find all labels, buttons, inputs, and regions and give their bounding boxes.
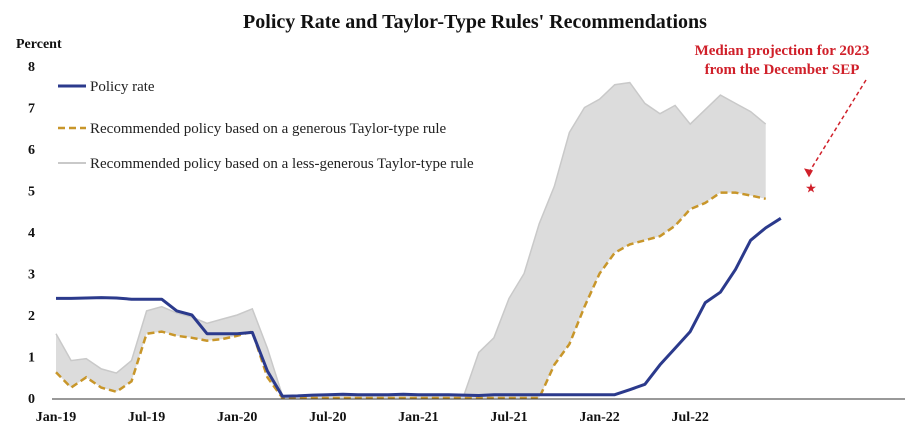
ticks-layer: 0 1 2 3 4 5 6 7 8 Jan-19 Jul-19 Jan-20 Jul-20 Jan-21 J… <box>28 60 709 425</box>
annotation-arrowhead <box>804 168 813 178</box>
annotation-line-1: Median projection for 2023 <box>695 43 870 59</box>
y-tick-label: 6 <box>28 143 35 158</box>
x-tick-label: Jul-19 <box>128 410 165 425</box>
annotation-arrow <box>808 79 867 173</box>
y-tick-label: 8 <box>28 60 35 75</box>
x-tick-label: Jul-22 <box>672 410 709 425</box>
series-line-policy-rate <box>56 217 782 398</box>
legend-label: Policy rate <box>90 79 155 95</box>
lines-layer <box>55 191 782 400</box>
x-tick-label: Jul-20 <box>309 410 346 425</box>
y-tick-label: 4 <box>28 226 35 241</box>
series-line-generous <box>55 191 766 400</box>
y-tick-label: 3 <box>28 268 35 283</box>
x-tick-label: Jul-21 <box>490 410 527 425</box>
annotation-layer: ★ <box>804 79 867 195</box>
sep-projection-star: ★ <box>805 180 817 195</box>
legend-label: Recommended policy based on a generous T… <box>90 121 447 137</box>
annotation-line-2: from the December SEP <box>705 62 860 78</box>
y-tick-label: 7 <box>28 102 35 117</box>
x-tick-label: Jan-21 <box>398 410 438 425</box>
x-tick-label: Jan-22 <box>579 410 619 425</box>
less-generous-band <box>56 82 766 398</box>
chart-title: Policy Rate and Taylor-Type Rules' Recom… <box>243 11 707 33</box>
y-tick-label: 2 <box>28 309 35 324</box>
legend: Policy rate Recommended policy based on a… <box>58 79 474 172</box>
legend-label: Recommended policy based on a less-gener… <box>90 156 474 172</box>
y-tick-label: 1 <box>28 351 35 366</box>
y-tick-label: 0 <box>28 392 35 407</box>
y-axis-label: Percent <box>16 37 62 52</box>
x-tick-label: Jan-20 <box>217 410 257 425</box>
x-tick-label: Jan-19 <box>36 410 76 425</box>
y-tick-label: 5 <box>28 185 35 200</box>
